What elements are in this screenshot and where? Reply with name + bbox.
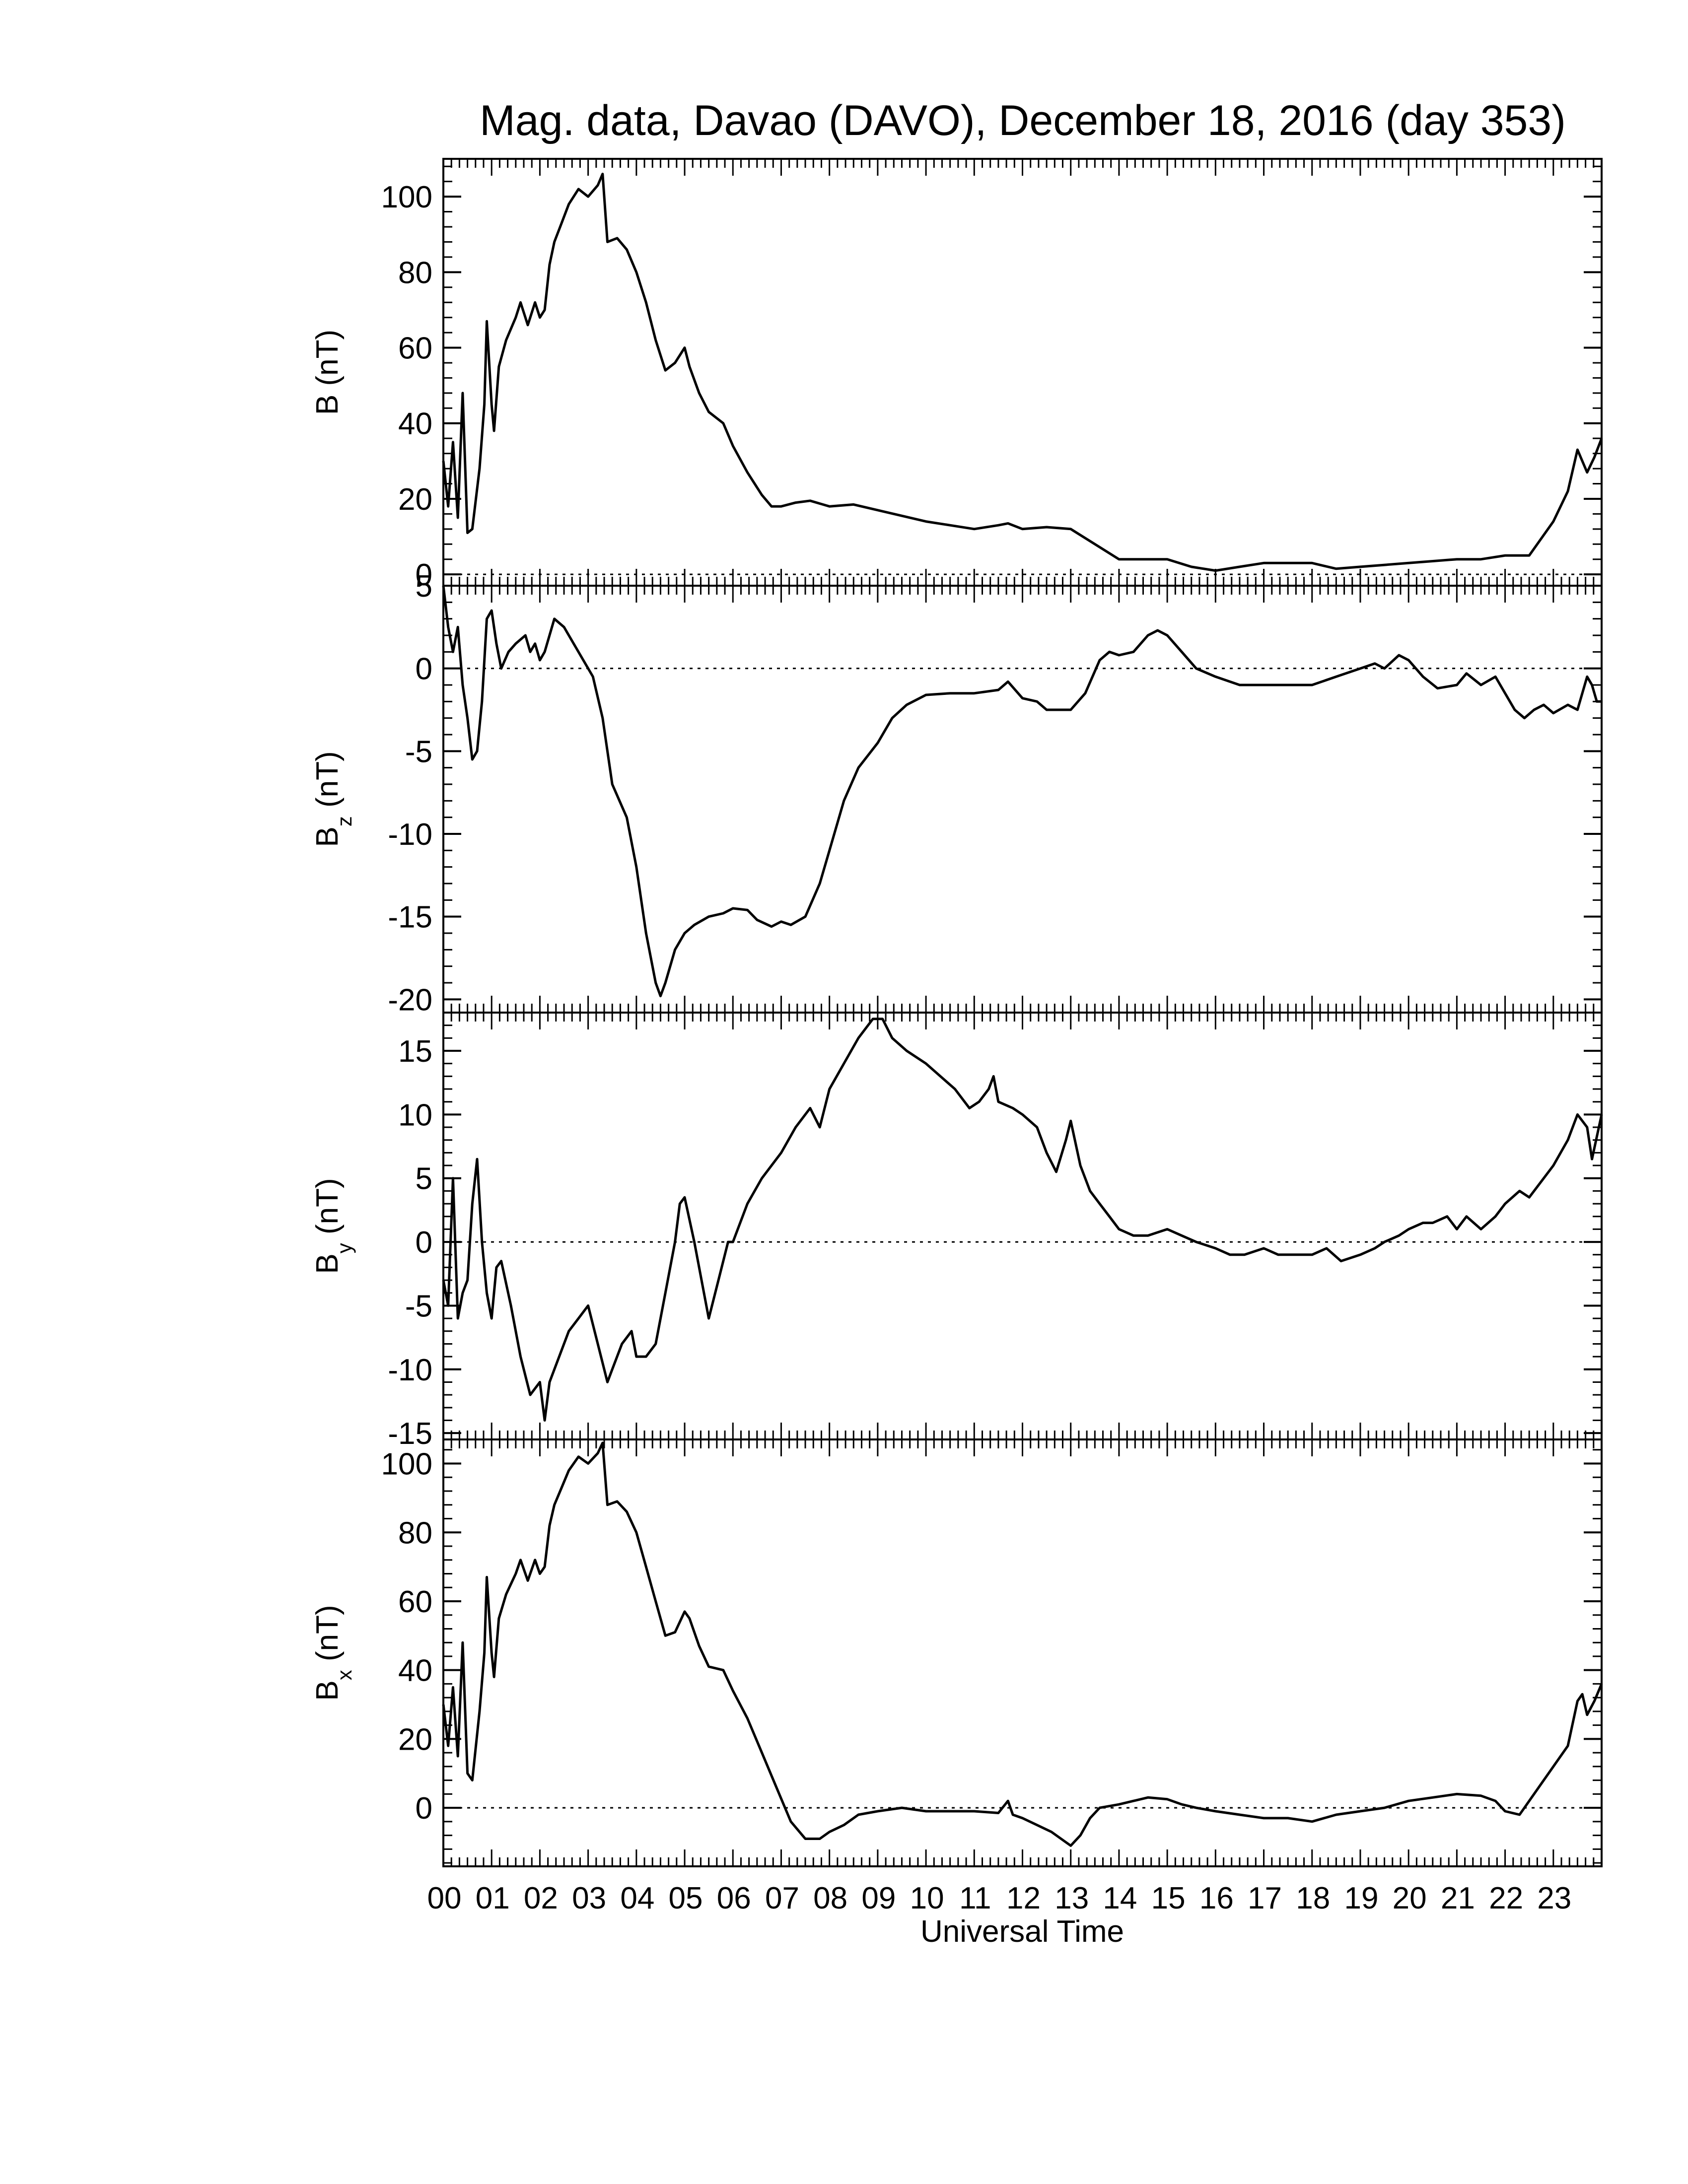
x-tick-label: 02 [524,1881,558,1915]
x-tick-label: 16 [1199,1881,1234,1915]
x-tick-label: 07 [765,1881,799,1915]
series-line-B [442,172,1603,572]
x-tick-label: 10 [910,1881,944,1915]
x-tick-label: 12 [1006,1881,1041,1915]
y-tick-label: 20 [398,482,432,517]
panel-Bx: 0 20 40 60 80 100 Bx (nT) [310,1438,1603,1867]
y-tick-label: -15 [388,900,432,935]
x-tick-label: 23 [1537,1881,1571,1915]
y-axis-label-B: B (nT) [310,330,345,415]
y-tick-label: -20 [388,983,432,1017]
panel-frame-By [442,1012,1603,1440]
panel-B: 0 20 40 60 80 100 B (nT) [310,158,1603,592]
x-tick-label: 19 [1344,1881,1378,1915]
y-tick-label: 100 [381,1447,432,1482]
series-line-By [442,1018,1603,1422]
y-axis-label-Bz: Bz (nT) [310,751,356,847]
panel-Bz: 5 0 -5 -10 -15 -20 Bz (nT) [310,569,1603,1017]
y-tick-label: 0 [416,1791,432,1826]
y-tick-label: -5 [405,1289,432,1323]
y-tick-label: -10 [388,1353,432,1387]
x-tick-label: 20 [1393,1881,1427,1915]
x-tick-label: 21 [1441,1881,1475,1915]
y-tick-label: 5 [416,569,432,604]
x-tick-label: 04 [620,1881,654,1915]
y-tick-label: 0 [416,652,432,686]
x-tick-label: 11 [959,1881,991,1915]
x-tick-label: 18 [1296,1881,1330,1915]
panel-By: 15 10 5 0 -5 -10 -15 By (nT) [310,1012,1603,1451]
x-tick-label: 03 [572,1881,606,1915]
y-tick-label: 15 [398,1034,432,1069]
y-tick-label: 0 [416,1226,432,1260]
x-tick-label: 06 [717,1881,751,1915]
chart-title: Mag. data, Davao (DAVO), December 18, 20… [480,97,1566,144]
x-tick-label: 14 [1103,1881,1137,1915]
y-axis-label-Bx: Bx (nT) [310,1605,356,1701]
y-tick-label: 80 [398,1516,432,1550]
series-line-Bz [442,585,1602,998]
x-tick-label: 05 [669,1881,703,1915]
y-tick-label: 60 [398,1585,432,1619]
series-line-Bx [442,1441,1603,1847]
y-tick-label: -15 [388,1417,432,1451]
x-tick-label: 01 [476,1881,510,1915]
y-tick-label: 0 [416,558,432,592]
y-tick-label: 80 [398,256,432,290]
x-tick-label: 15 [1151,1881,1186,1915]
x-axis-label: Universal Time [920,1914,1124,1949]
x-tick-label: 00 [427,1881,462,1915]
y-tick-label: -10 [388,818,432,852]
y-tick-label: 40 [398,1654,432,1688]
x-tick-label: 09 [861,1881,896,1915]
y-tick-label: 40 [398,407,432,441]
y-tick-label: 20 [398,1722,432,1757]
panel-frame-B [442,158,1603,587]
x-tick-labels: 00 01 02 03 04 05 06 07 08 09 10 11 12 13 14 15 16 17 18 19… [427,1881,1572,1915]
panel-frame-Bz [442,585,1603,1014]
x-tick-label: 22 [1489,1881,1523,1915]
y-tick-label: -5 [405,735,432,769]
panel-frame-Bx [442,1438,1603,1867]
y-tick-label: 10 [398,1098,432,1132]
y-tick-label: 5 [416,1162,432,1196]
x-tick-label: 13 [1055,1881,1089,1915]
y-axis-label-By: By (nT) [310,1178,356,1274]
x-tick-label: 08 [813,1881,847,1915]
y-tick-label: 100 [381,180,432,214]
y-tick-label: 60 [398,332,432,366]
x-tick-label: 17 [1248,1881,1282,1915]
